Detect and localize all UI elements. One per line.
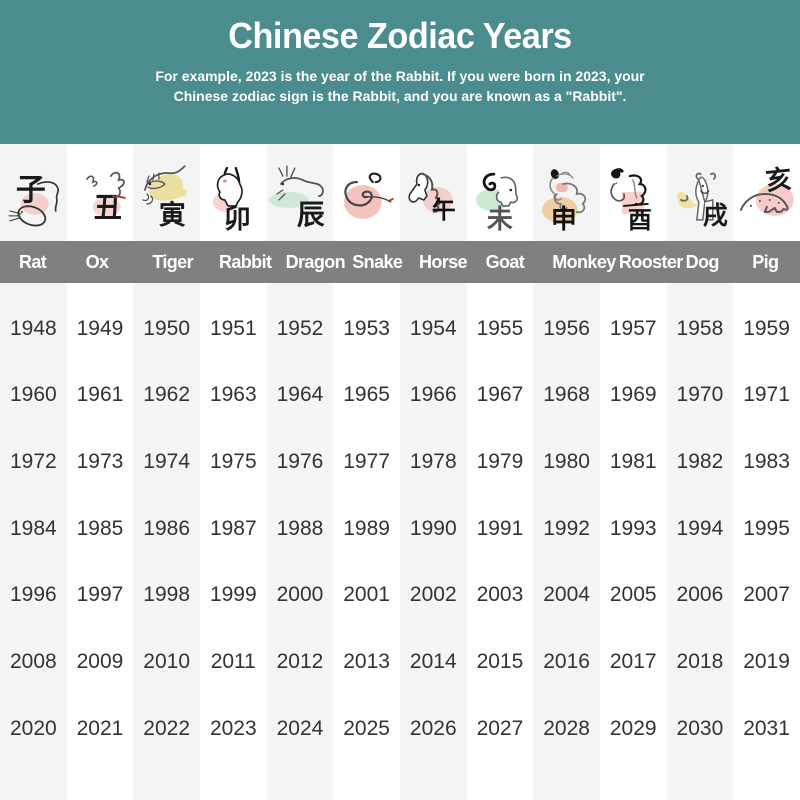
svg-text:午: 午 bbox=[432, 196, 456, 224]
svg-text:未: 未 bbox=[486, 205, 512, 234]
svg-text:酉: 酉 bbox=[628, 207, 652, 234]
svg-text:申: 申 bbox=[551, 205, 577, 234]
svg-text:戌: 戌 bbox=[702, 202, 727, 230]
svg-text:子: 子 bbox=[16, 174, 46, 207]
svg-text:寅: 寅 bbox=[159, 199, 186, 230]
svg-text:亥: 亥 bbox=[765, 163, 794, 196]
svg-text:卯: 卯 bbox=[224, 204, 251, 234]
svg-text:辰: 辰 bbox=[296, 199, 324, 230]
